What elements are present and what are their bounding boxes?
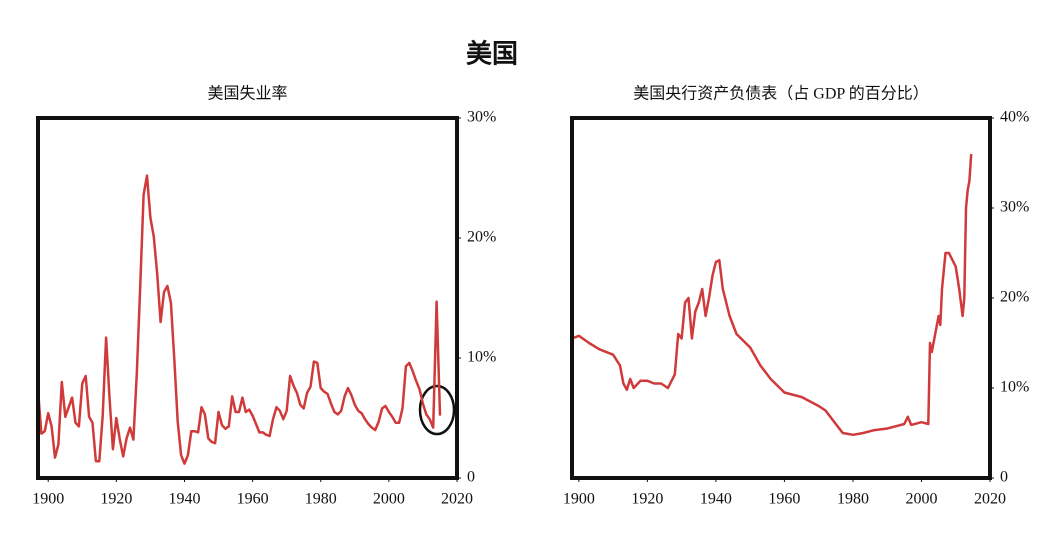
- highlight-circle: [418, 384, 456, 436]
- x-tick-label: 1960: [237, 491, 269, 508]
- x-tick-label: 1960: [768, 491, 800, 508]
- y-tick-label: 20%: [1000, 289, 1029, 306]
- x-tick-label: 2020: [441, 491, 473, 508]
- plot-frame: [570, 116, 992, 480]
- x-tick-label: 1920: [100, 491, 132, 508]
- x-tick-label: 1920: [631, 491, 663, 508]
- data-line: [571, 153, 973, 437]
- x-tick-label: 1900: [563, 491, 595, 508]
- plot-frame: [36, 116, 459, 480]
- chart-title: 美国央行资产负债表（占 GDP 的百分比）: [633, 85, 928, 103]
- x-tick-label: 1940: [168, 491, 200, 508]
- x-tick-label: 2020: [974, 491, 1006, 508]
- y-tick-label: 40%: [1000, 109, 1029, 126]
- y-tick-label: 10%: [467, 349, 496, 366]
- y-tick-label: 10%: [1000, 379, 1029, 396]
- x-tick-label: 2000: [373, 491, 405, 508]
- y-tick-label: 20%: [467, 229, 496, 246]
- chart-title: 美国失业率: [207, 85, 287, 103]
- x-tick-label: 1980: [305, 491, 337, 508]
- y-tick-label: 30%: [1000, 199, 1029, 216]
- x-tick-label: 1900: [32, 491, 64, 508]
- figure-title: 美国: [466, 39, 518, 70]
- y-tick-label: 30%: [467, 109, 496, 126]
- x-tick-label: 1940: [700, 491, 732, 508]
- y-tick-label: 0: [1000, 469, 1008, 486]
- x-tick-label: 2000: [905, 491, 937, 508]
- x-tick-label: 1980: [837, 491, 869, 508]
- y-tick-label: 0: [467, 469, 475, 486]
- data-line: [36, 174, 442, 465]
